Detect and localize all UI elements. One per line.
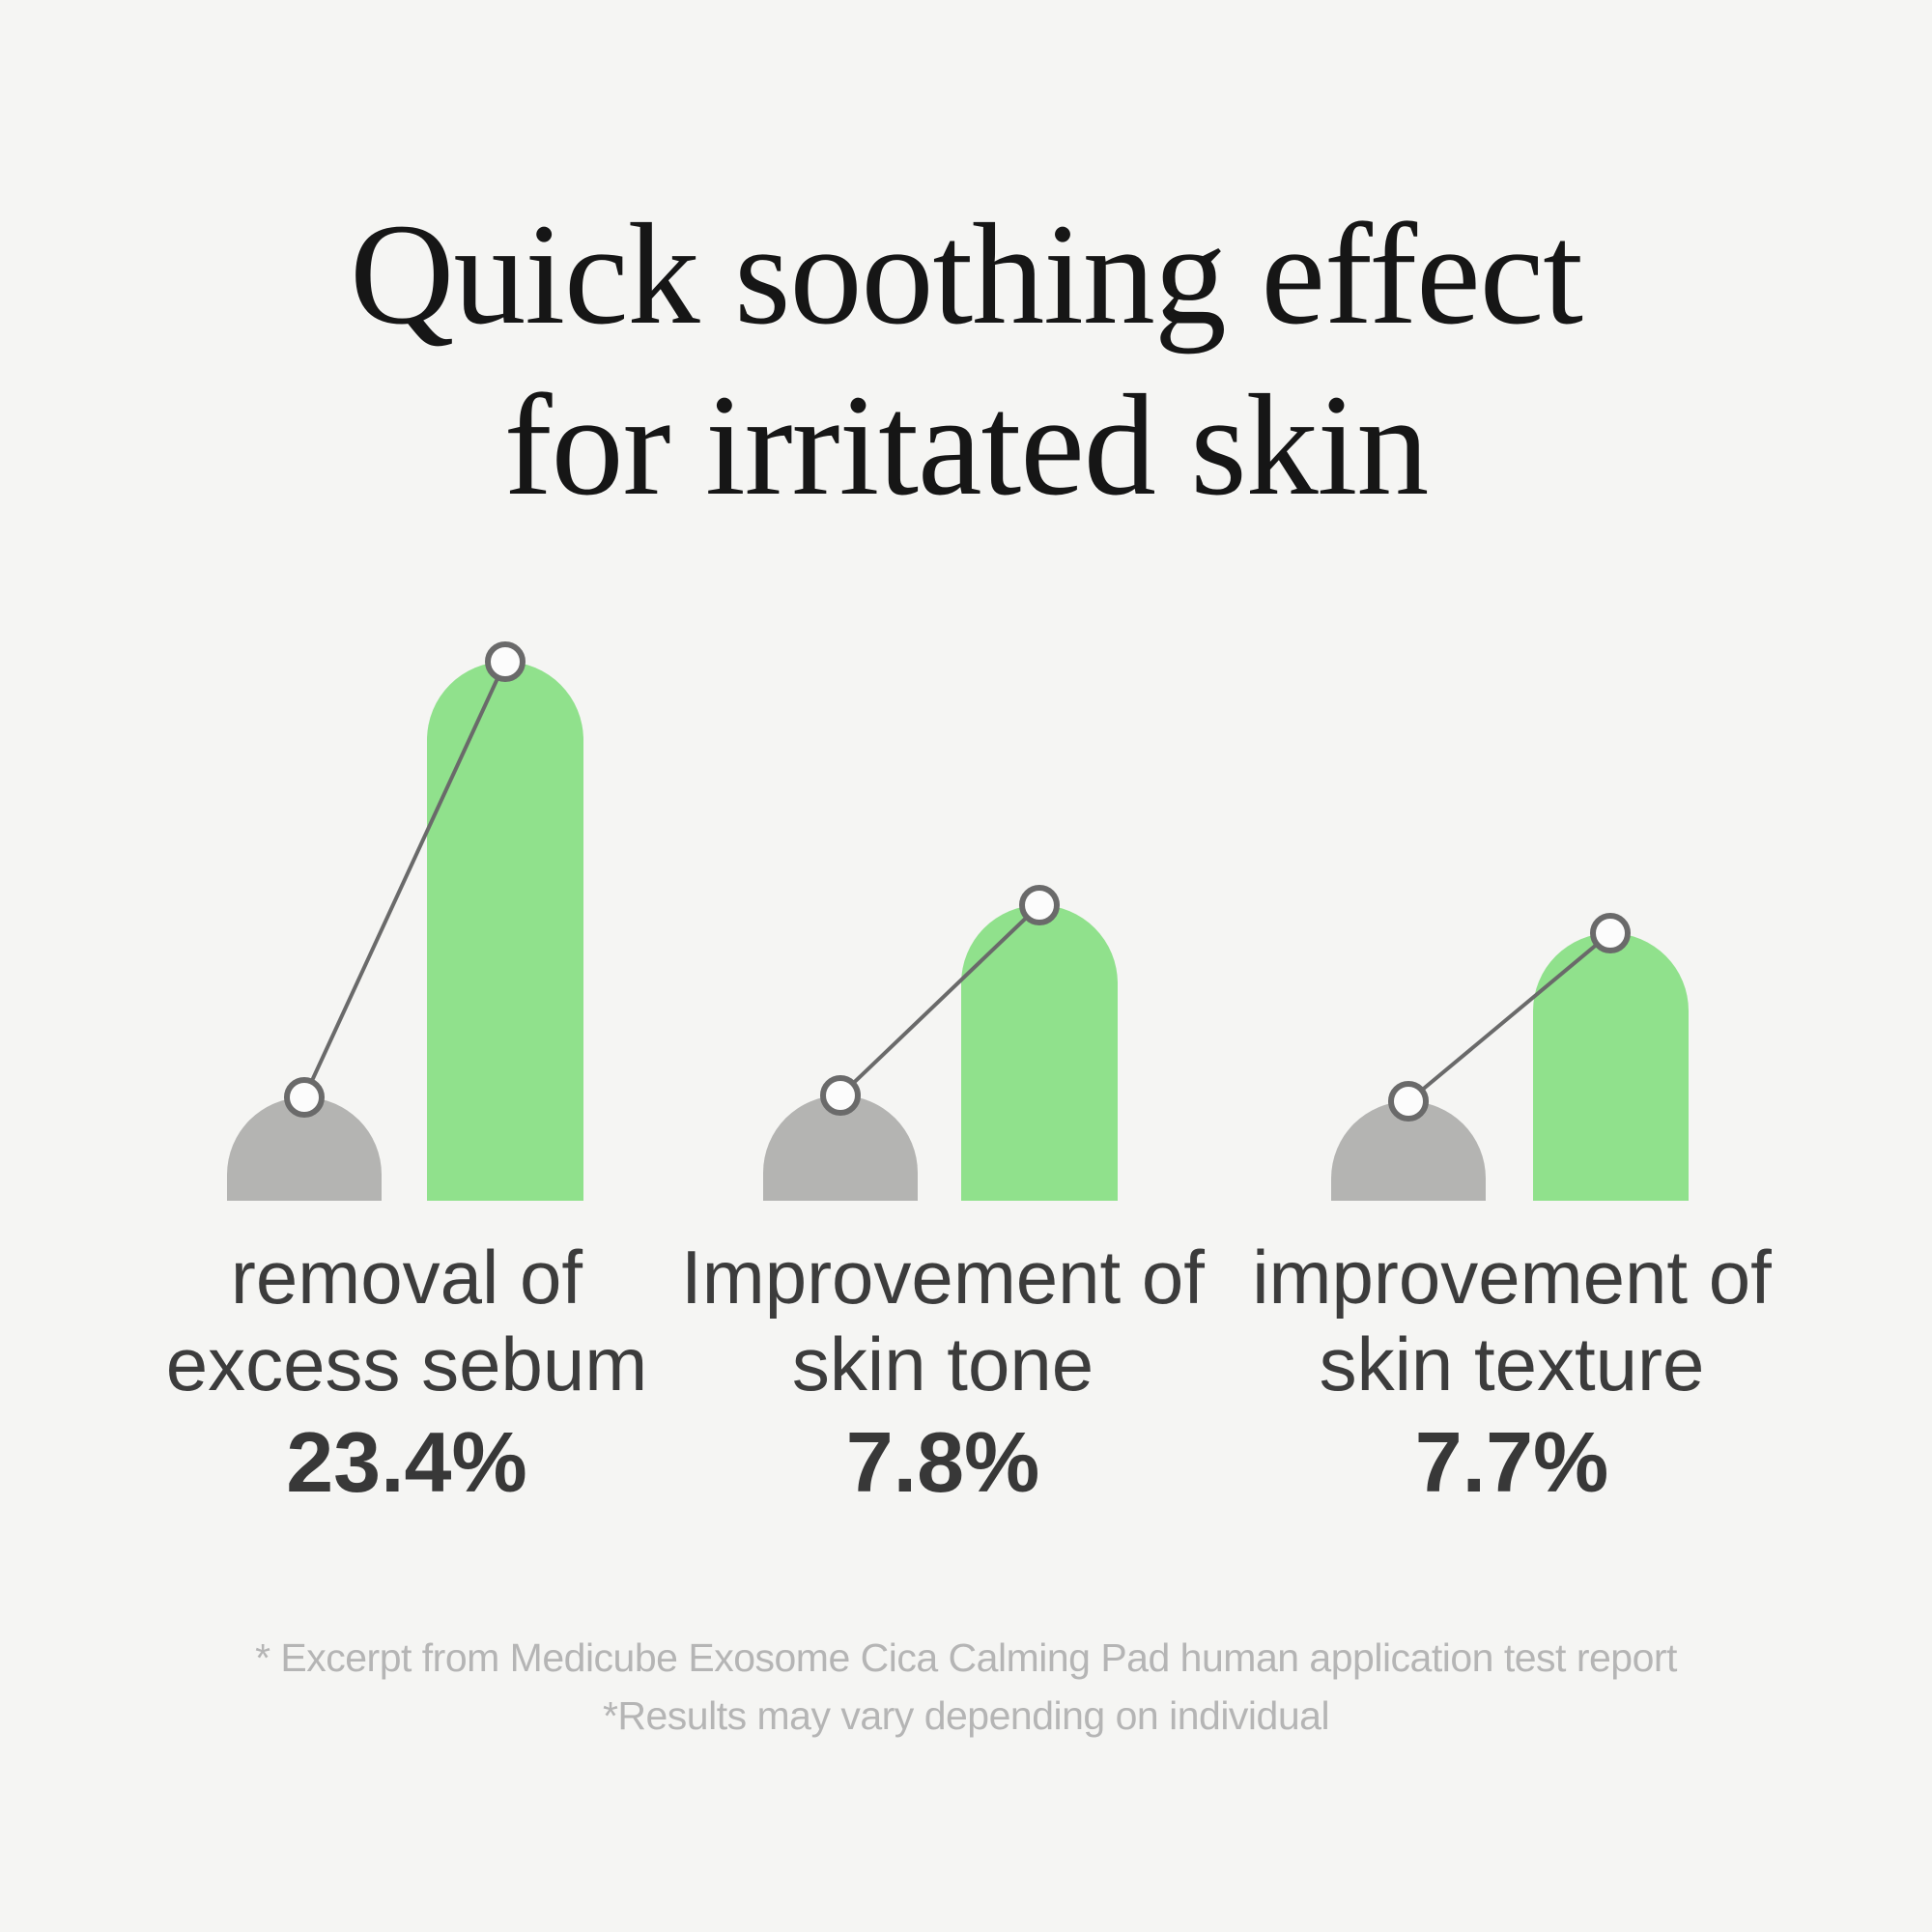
after-bar [1532,933,1689,1201]
title-line-1: Quick soothing effect [350,194,1583,355]
category-label-line: Improvement of [681,1235,1205,1320]
page-title: Quick soothing effect for irritated skin [0,189,1932,531]
category-label-line: excess sebum [165,1321,648,1406]
category-label-line: skin tone [791,1321,1094,1406]
category-label-group-1: removal of excess sebum 23.4% [166,1234,648,1505]
category-label-group-2: Improvement of skin tone 7.8% [681,1234,1205,1505]
after-marker [485,641,526,682]
category-label-line: removal of [230,1235,583,1320]
footnote-line-1: * Excerpt from Medicube Exosome Cica Cal… [255,1635,1677,1680]
before-marker [820,1075,861,1116]
before-marker [1388,1081,1429,1122]
category-label-line: improvement of [1252,1235,1772,1320]
category-label-line: skin texture [1319,1321,1705,1406]
value-label: 7.8% [845,1414,1040,1510]
footnote: * Excerpt from Medicube Exosome Cica Cal… [0,1629,1932,1745]
value-label: 7.7% [1414,1414,1609,1510]
value-label: 23.4% [286,1414,527,1510]
after-marker [1590,913,1631,953]
category-label-group-3: improvement of skin texture 7.7% [1252,1234,1772,1505]
after-bar [961,905,1118,1201]
after-bar [427,662,583,1201]
title-line-2: for irritated skin [503,365,1430,526]
footnote-line-2: *Results may vary depending on individua… [602,1693,1330,1738]
after-marker [1019,885,1060,925]
before-marker [284,1077,325,1118]
